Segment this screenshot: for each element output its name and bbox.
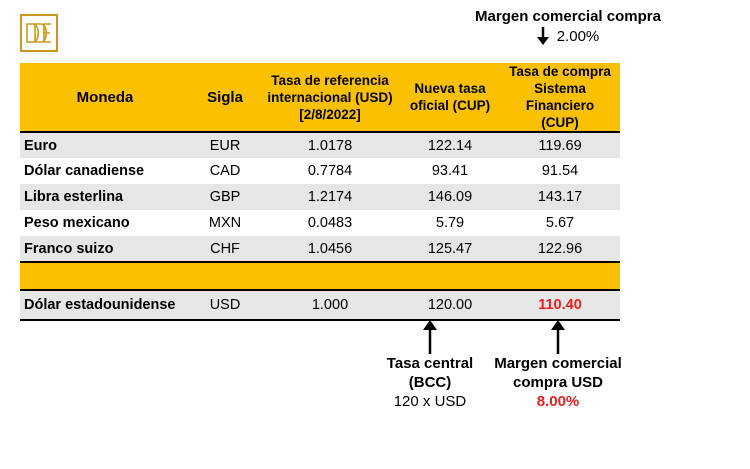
- header-compra-line3: (CUP): [541, 115, 579, 130]
- header-compra-line2: Sistema Financiero: [525, 81, 595, 113]
- row-reference-rate: 0.0483: [307, 215, 353, 231]
- central-rate-note: Tasa central (BCC) 120 x USD: [375, 320, 485, 411]
- table-row: Franco suizo CHF 1.0456 125.47 122.96: [20, 236, 620, 263]
- header-moneda: Moneda: [20, 63, 190, 133]
- row-currency-name: Peso mexicano: [24, 215, 130, 231]
- table-separator-band: [20, 262, 620, 291]
- table-row: Euro EUR 1.0178 122.14 119.69: [20, 132, 620, 158]
- row-purchase-rate: 91.54: [541, 163, 579, 179]
- row-purchase-rate: 5.67: [545, 215, 575, 231]
- arrow-up-icon: [551, 320, 565, 354]
- usd-purchase-rate: 110.40: [500, 290, 620, 321]
- exchange-rates-table: Moneda Sigla Tasa de referencia internac…: [20, 63, 620, 321]
- table-row: Libra esterlina GBP 1.2174 146.09 143.17: [20, 184, 620, 210]
- row-reference-rate: 0.7784: [307, 163, 353, 179]
- usd-margin-note: Margen comercial compra USD 8.00%: [478, 320, 638, 411]
- logo: [20, 14, 58, 52]
- header-nueva-line2: oficial (CUP): [409, 98, 491, 113]
- purchase-margin-title: Margen comercial compra: [475, 8, 661, 25]
- row-new-official-rate: 122.14: [427, 137, 473, 154]
- usd-margin-value: 8.00%: [536, 393, 580, 410]
- row-purchase-rate: 122.96: [500, 236, 620, 263]
- header-reference-rate: Tasa de referencia internacional (USD) […: [260, 63, 400, 133]
- usd-currency-name: Dólar estadounidense: [20, 290, 190, 321]
- row-currency-code: MXN: [208, 215, 242, 231]
- row-currency-code: EUR: [209, 137, 241, 154]
- row-currency-name: Franco suizo: [20, 236, 190, 263]
- arrow-down-icon: [536, 27, 549, 45]
- row-new-official-rate: 146.09: [427, 189, 473, 205]
- row-currency-name: Dólar canadiense: [24, 163, 145, 179]
- purchase-margin-value: 2.00%: [556, 27, 600, 45]
- row-currency-name: Libra esterlina: [24, 189, 124, 205]
- header-ref-line2: internacional (USD): [267, 89, 393, 105]
- header-purchase-rate: Tasa de compra Sistema Financiero (CUP): [500, 63, 620, 133]
- row-reference-rate: 1.0456: [260, 236, 400, 263]
- row-purchase-rate: 119.69: [538, 137, 582, 154]
- table-row: Peso mexicano MXN 0.0483 5.79 5.67: [20, 210, 620, 236]
- row-new-official-rate: 93.41: [431, 163, 469, 179]
- usd-new-official-rate: 120.00: [400, 290, 500, 321]
- row-purchase-rate: 143.17: [537, 189, 583, 205]
- header-new-official-rate: Nueva tasa oficial (CUP): [400, 63, 500, 133]
- row-currency-code: CHF: [190, 236, 260, 263]
- row-reference-rate: 1.0178: [307, 137, 353, 154]
- header-ref-line1: Tasa de referencia: [271, 72, 389, 88]
- usd-reference-rate: 1.000: [260, 290, 400, 321]
- row-currency-code: CAD: [209, 163, 241, 179]
- row-currency-code: GBP: [209, 189, 241, 205]
- header-sigla: Sigla: [190, 63, 260, 133]
- row-reference-rate: 1.2174: [307, 189, 353, 205]
- table-header-row: Moneda Sigla Tasa de referencia internac…: [20, 63, 620, 133]
- purchase-margin-note: Margen comercial compra 2.00%: [468, 8, 668, 45]
- header-nueva-line1: Nueva tasa: [414, 81, 486, 96]
- central-rate-line2: (BCC): [408, 374, 452, 391]
- usd-margin-line1: Margen comercial: [494, 355, 622, 372]
- header-compra-line1: Tasa de compra: [509, 64, 611, 79]
- header-ref-line3: [2/8/2022]: [299, 106, 361, 122]
- bank-monogram-icon: [26, 23, 51, 43]
- arrow-up-icon: [423, 320, 437, 354]
- usd-row: Dólar estadounidense USD 1.000 120.00 11…: [20, 290, 620, 321]
- usd-margin-line2: compra USD: [512, 374, 604, 391]
- central-rate-line1: Tasa central: [386, 355, 474, 372]
- usd-currency-code: USD: [190, 290, 260, 321]
- row-currency-name: Euro: [24, 137, 58, 154]
- row-new-official-rate: 5.79: [435, 215, 465, 231]
- central-rate-line3: 120 x USD: [393, 393, 467, 410]
- table-row: Dólar canadiense CAD 0.7784 93.41 91.54: [20, 158, 620, 184]
- row-new-official-rate: 125.47: [400, 236, 500, 263]
